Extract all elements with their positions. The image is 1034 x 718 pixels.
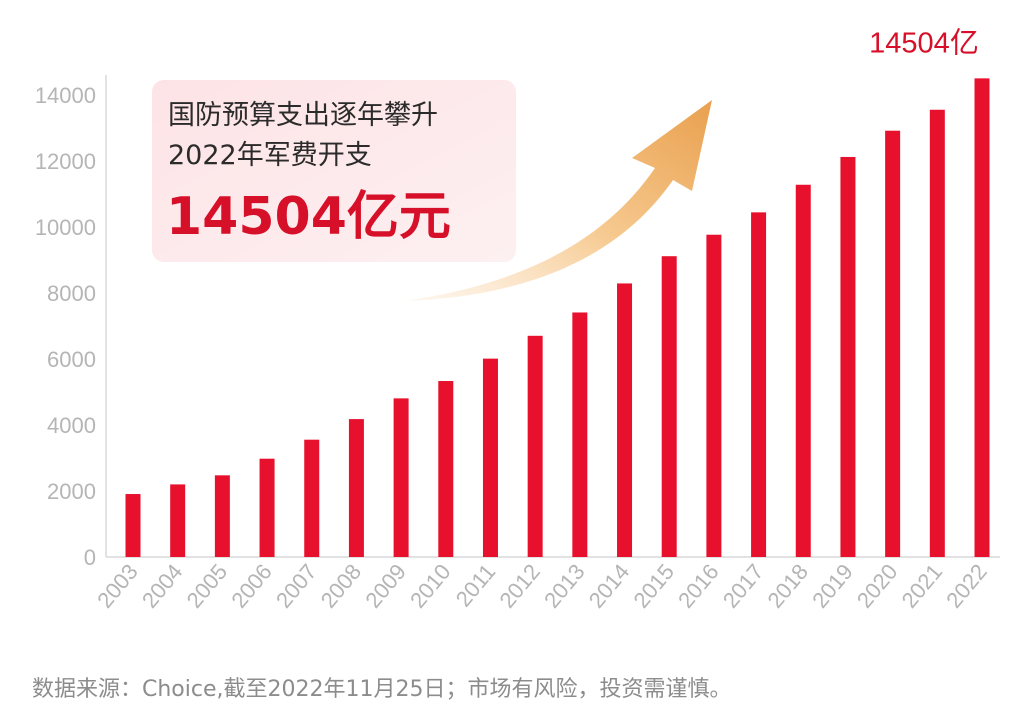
bar [751,212,767,557]
y-tick-label: 14000 [35,83,96,108]
bar [661,256,677,557]
x-tick-label: 2020 [852,559,903,613]
bar [885,130,901,557]
callout: 国防预算支出逐年攀升 2022年军费开支 14504亿元 [152,80,516,262]
x-tick-label: 2008 [316,559,367,613]
bar [170,484,186,557]
callout-line-1: 国防预算支出逐年攀升 [168,100,438,131]
y-tick-label: 2000 [47,479,96,504]
source-note: 数据来源：Choice,截至2022年11月25日；市场有风险，投资需谨慎。 [32,677,731,702]
bar [438,381,454,557]
x-tick-label: 2022 [941,559,992,613]
y-tick-label: 12000 [35,149,96,174]
bar [393,398,409,557]
bar [125,494,141,557]
x-tick-label: 2006 [226,559,277,613]
x-tick-label: 2009 [360,559,411,613]
bar [527,335,543,557]
bar [572,312,588,557]
bar [348,419,364,557]
last-bar-value-label: 14504亿 [869,26,979,59]
growth-arrow-icon [404,100,712,301]
y-tick-label: 10000 [35,215,96,240]
bar [840,156,856,557]
x-tick-label: 2017 [718,559,769,613]
bar [304,439,320,557]
x-tick-label: 2010 [405,559,456,613]
bar [259,458,275,557]
x-tick-label: 2015 [628,559,679,613]
bar [617,283,633,557]
x-tick-label: 2019 [807,559,858,613]
bars [125,78,990,558]
x-tick-label: 2012 [494,559,545,613]
bar [706,234,722,558]
x-tick-label: 2007 [271,559,322,613]
y-tick-label: 8000 [47,281,96,306]
callout-line-2: 2022年军费开支 [168,140,372,171]
x-tick-label: 2021 [897,559,948,613]
x-tick-label: 2018 [762,559,813,613]
callout-box [152,80,516,262]
y-tick-labels: 0 2000 4000 6000 8000 10000 12000 14000 [35,83,96,570]
x-tick-label: 2005 [182,559,233,613]
x-tick-label: 2013 [539,559,590,613]
x-tick-label: 2016 [673,559,724,613]
bar [214,475,230,557]
bar [974,78,990,558]
x-tick-label: 2011 [451,559,501,611]
x-tick-label: 2004 [137,559,188,613]
x-tick-label: 2003 [92,559,143,613]
x-tick-label: 2014 [584,559,635,613]
bar [482,358,498,557]
y-tick-label: 4000 [47,413,96,438]
y-tick-label: 0 [84,545,96,570]
x-tick-labels: 2003200420052006200720082009201020112012… [92,559,992,613]
bar [795,184,811,557]
y-tick-label: 6000 [47,347,96,372]
bar [929,109,945,557]
callout-highlight: 14504亿元 [166,187,451,247]
